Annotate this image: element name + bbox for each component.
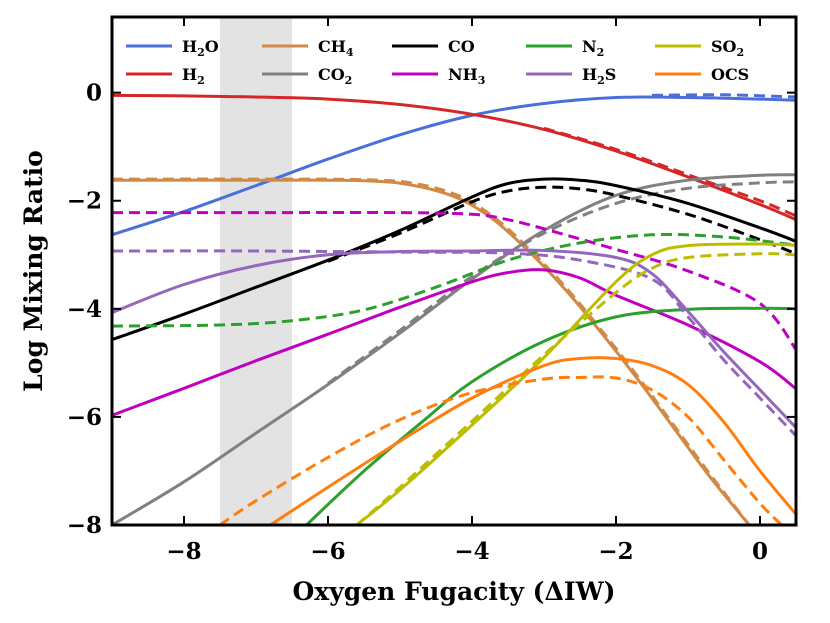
legend-label: SO2 bbox=[711, 37, 744, 59]
x-tick-label: −4 bbox=[454, 538, 489, 565]
series-ch4-dashed bbox=[112, 177, 751, 525]
x-axis-title: Oxygen Fugacity (ΔIW) bbox=[293, 577, 616, 606]
legend: H2O H2 CH4 CO2 CO NH3 N2 H2S SO2 OCS bbox=[126, 37, 749, 87]
plot-frame bbox=[110, 15, 798, 527]
legend-item-h2: H2 bbox=[126, 65, 205, 87]
legend-item-so2: SO2 bbox=[655, 37, 744, 59]
series-n2-dashed bbox=[112, 232, 796, 328]
legend-label: CO bbox=[448, 37, 475, 56]
legend-label: NH3 bbox=[448, 65, 485, 87]
legend-item-ch4: CH4 bbox=[262, 37, 354, 59]
legend-label: CO2 bbox=[318, 65, 352, 87]
series-nh3-dashed bbox=[112, 211, 796, 351]
legend-item-n2: N2 bbox=[526, 37, 604, 59]
series-co-solid bbox=[112, 177, 796, 342]
series-ocs-dashed bbox=[219, 375, 783, 525]
x-tick-label: 0 bbox=[752, 538, 768, 565]
series-h2s-solid bbox=[112, 248, 796, 429]
y-axis-title: Log Mixing Ratio bbox=[19, 150, 48, 392]
legend-label: CH4 bbox=[318, 37, 354, 59]
y-tick-label: −4 bbox=[67, 296, 102, 323]
series-ocs-solid bbox=[269, 356, 796, 525]
x-tick-label: −6 bbox=[310, 538, 345, 565]
ticks-layer: −8 −6 −4 −2 0 0 −2 −4 −6 −8 bbox=[67, 17, 796, 565]
y-tick-label: −2 bbox=[67, 188, 102, 215]
series-co2-solid bbox=[112, 173, 796, 525]
legend-label: OCS bbox=[711, 65, 749, 84]
x-tick-label: −2 bbox=[598, 538, 633, 565]
legend-item-co: CO bbox=[392, 37, 475, 56]
legend-item-ocs: OCS bbox=[655, 65, 749, 84]
legend-item-h2s: H2S bbox=[526, 65, 616, 87]
y-tick-label: −8 bbox=[67, 512, 102, 539]
y-tick-label: 0 bbox=[86, 80, 102, 107]
legend-label: N2 bbox=[582, 37, 604, 59]
series-so2-solid bbox=[355, 242, 796, 525]
legend-label: H2O bbox=[182, 37, 219, 59]
legend-label: H2 bbox=[182, 65, 205, 87]
series-h2s-dashed bbox=[112, 249, 796, 437]
series-ch4-solid bbox=[112, 178, 751, 525]
series-nh3-solid bbox=[112, 268, 796, 417]
series-n2-solid bbox=[305, 306, 796, 525]
x-tick-label: −8 bbox=[166, 538, 201, 565]
legend-label: H2S bbox=[582, 65, 616, 87]
series-h2-solid bbox=[112, 93, 796, 222]
legend-item-h2o: H2O bbox=[126, 37, 219, 59]
y-tick-label: −6 bbox=[67, 404, 102, 431]
legend-item-nh3: NH3 bbox=[392, 65, 485, 87]
series-h2-dashed bbox=[543, 126, 796, 218]
legend-item-co2: CO2 bbox=[262, 65, 352, 87]
series-co-dashed bbox=[327, 185, 796, 263]
series-layer bbox=[112, 93, 796, 525]
series-co2-dashed bbox=[327, 180, 796, 385]
series-h2o-dashed bbox=[651, 93, 796, 99]
series-so2-dashed bbox=[355, 252, 796, 525]
